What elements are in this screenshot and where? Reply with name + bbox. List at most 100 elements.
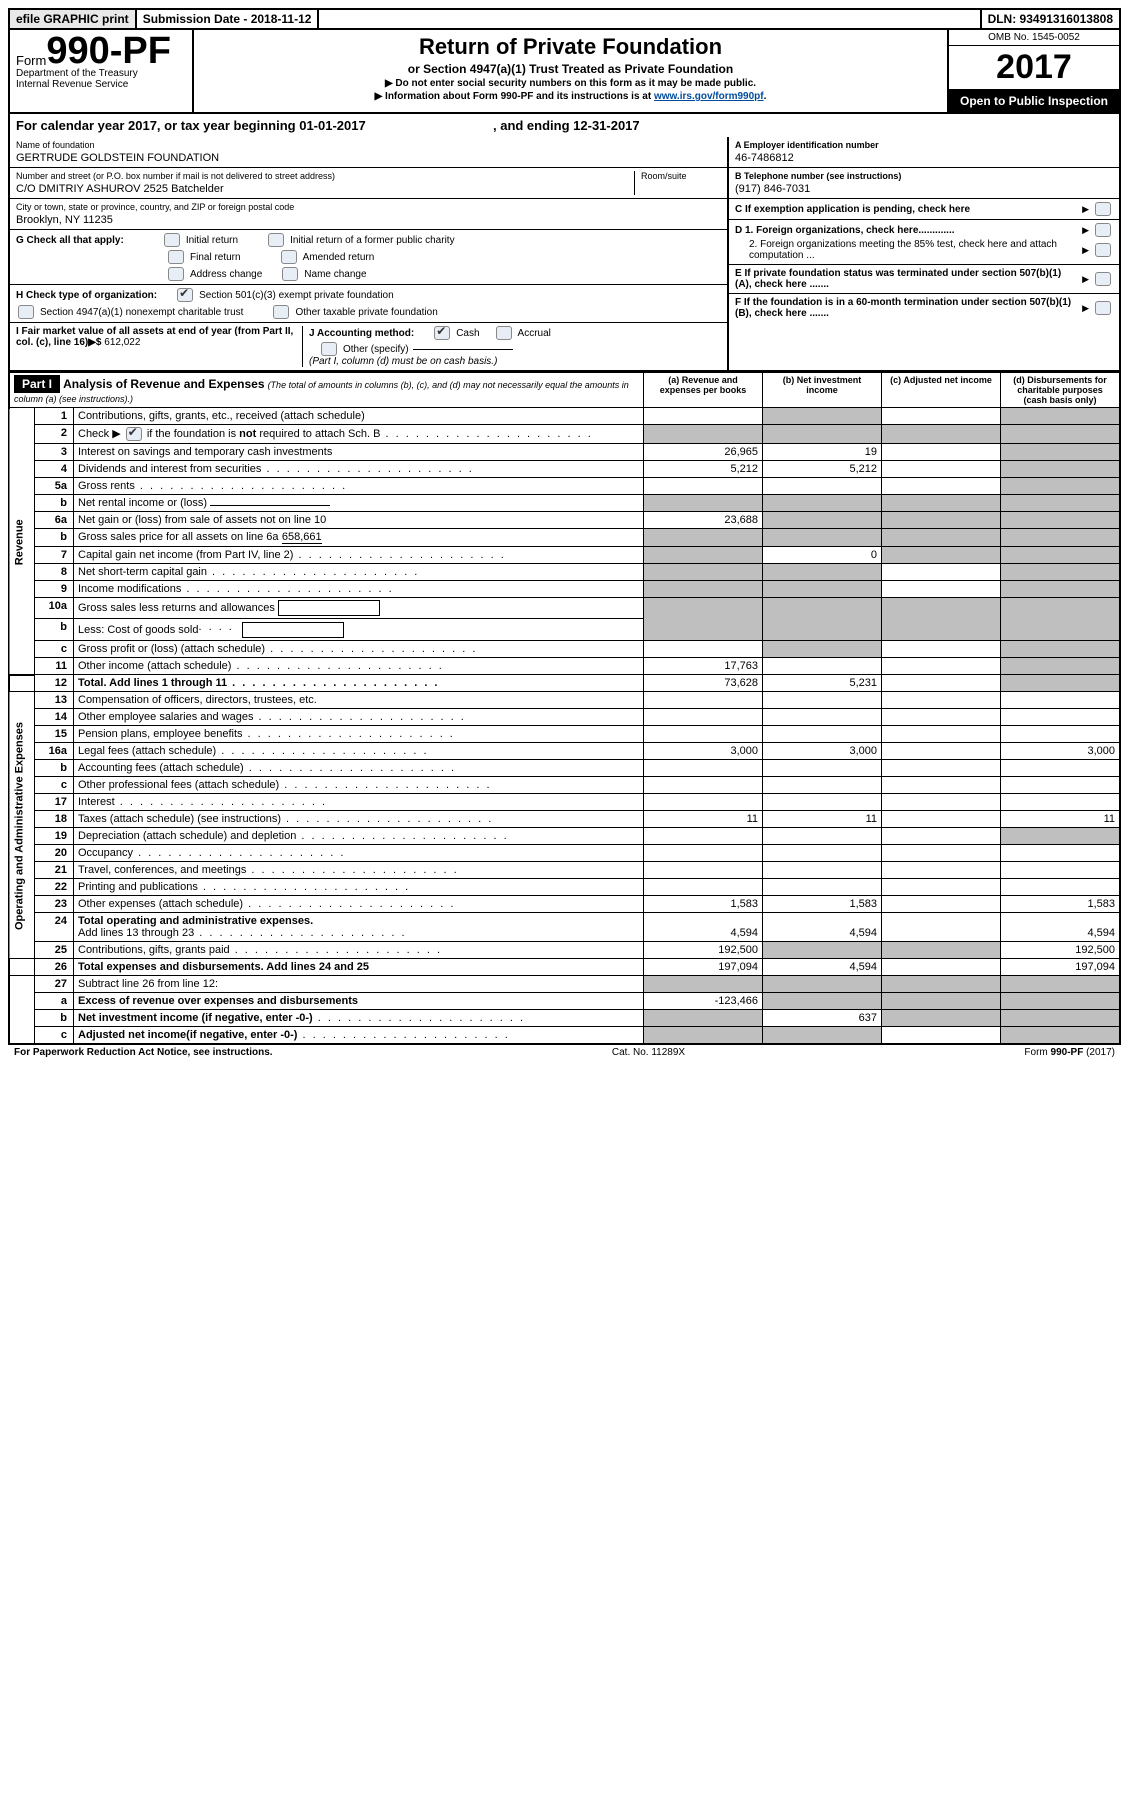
- chk-60month[interactable]: [1095, 301, 1111, 315]
- ln-7: 7: [35, 547, 74, 564]
- form-header: Form 990-PF Department of the Treasury I…: [8, 30, 1121, 114]
- row-16b-desc: Accounting fees (attach schedule): [74, 760, 644, 777]
- arrow-icon: [1080, 274, 1089, 285]
- row-24-d: 4,594: [1001, 913, 1121, 942]
- ln-11: 11: [35, 658, 74, 675]
- row-24-b: 4,594: [763, 913, 882, 942]
- chk-other-method[interactable]: [321, 342, 337, 356]
- form-title: Return of Private Foundation: [202, 34, 939, 60]
- chk-cash[interactable]: [434, 326, 450, 340]
- ln-15: 15: [35, 726, 74, 743]
- row-1-desc: Contributions, gifts, grants, etc., rece…: [74, 408, 644, 425]
- ln-27a: a: [35, 993, 74, 1010]
- ln-14: 14: [35, 709, 74, 726]
- revenue-side-label: Revenue: [9, 408, 35, 675]
- h-label: H Check type of organization:: [16, 290, 157, 301]
- ln-10c: c: [35, 641, 74, 658]
- row-3-b: 19: [763, 444, 882, 461]
- row-4-desc: Dividends and interest from securities: [74, 461, 644, 478]
- irs-link[interactable]: www.irs.gov/form990pf: [654, 91, 764, 102]
- arrow-icon: [1080, 245, 1089, 256]
- row-12-a: 73,628: [644, 675, 763, 692]
- chk-initial-former[interactable]: [268, 233, 284, 247]
- row-26-a: 197,094: [644, 959, 763, 976]
- row-7-b: 0: [763, 547, 882, 564]
- ln-18: 18: [35, 811, 74, 828]
- row-25-a: 192,500: [644, 942, 763, 959]
- addr-label: Number and street (or P.O. box number if…: [16, 171, 628, 181]
- info-line: ▶ Information about Form 990-PF and its …: [202, 91, 939, 102]
- expenses-side-label: Operating and Administrative Expenses: [9, 692, 35, 959]
- row-23-a: 1,583: [644, 896, 763, 913]
- chk-terminated[interactable]: [1095, 272, 1111, 286]
- row-27c-desc: Adjusted net income(if negative, enter -…: [74, 1027, 644, 1045]
- form-subtitle: or Section 4947(a)(1) Trust Treated as P…: [202, 62, 939, 76]
- opt-name-change: Name change: [304, 269, 366, 280]
- c-label: C If exemption application is pending, c…: [735, 204, 1076, 215]
- ln-20: 20: [35, 845, 74, 862]
- tax-year: 2017: [949, 46, 1119, 90]
- page-footer: For Paperwork Reduction Act Notice, see …: [8, 1045, 1121, 1060]
- row-17-desc: Interest: [74, 794, 644, 811]
- arrow-icon: [1080, 303, 1089, 314]
- ln-4: 4: [35, 461, 74, 478]
- row-27-desc: Subtract line 26 from line 12:: [74, 976, 644, 993]
- row-27b-desc: Net investment income (if negative, ente…: [74, 1010, 644, 1027]
- ln-27b: b: [35, 1010, 74, 1027]
- row-16a-b: 3,000: [763, 743, 882, 760]
- row-16a-desc: Legal fees (attach schedule): [74, 743, 644, 760]
- chk-name-change[interactable]: [282, 267, 298, 281]
- row-13-desc: Compensation of officers, directors, tru…: [74, 692, 644, 709]
- chk-accrual[interactable]: [496, 326, 512, 340]
- g-label: G Check all that apply:: [16, 235, 124, 246]
- ln-27c: c: [35, 1027, 74, 1045]
- cat-no: Cat. No. 11289X: [612, 1047, 685, 1058]
- opt-address-change: Address change: [190, 269, 262, 280]
- row-10a-desc: Gross sales less returns and allowances: [74, 598, 644, 619]
- ln-19: 19: [35, 828, 74, 845]
- f-label: F If the foundation is in a 60-month ter…: [735, 297, 1076, 319]
- chk-4947[interactable]: [18, 305, 34, 319]
- chk-85pct[interactable]: [1095, 243, 1111, 257]
- arrow-icon: [1080, 225, 1089, 236]
- row-10c-desc: Gross profit or (loss) (attach schedule): [74, 641, 644, 658]
- ln-2: 2: [35, 425, 74, 444]
- chk-sch-b[interactable]: [126, 427, 142, 441]
- ln-6b: b: [35, 529, 74, 547]
- row-10b-desc: Less: Cost of goods sold: [74, 619, 644, 641]
- opt-initial-former: Initial return of a former public charit…: [290, 235, 455, 246]
- i-label: I Fair market value of all assets at end…: [16, 326, 293, 348]
- chk-final-return[interactable]: [168, 250, 184, 264]
- chk-other-taxable[interactable]: [273, 305, 289, 319]
- ln-10b: b: [35, 619, 74, 641]
- row-5a-desc: Gross rents: [74, 478, 644, 495]
- row-16a-a: 3,000: [644, 743, 763, 760]
- part1-label: Part I: [14, 375, 60, 393]
- row-9-desc: Income modifications: [74, 581, 644, 598]
- row-7-desc: Capital gain net income (from Part IV, l…: [74, 547, 644, 564]
- chk-501c3[interactable]: [177, 288, 193, 302]
- irs-label: Internal Revenue Service: [16, 79, 186, 90]
- ln-10a: 10a: [35, 598, 74, 619]
- ln-27: 27: [35, 976, 74, 993]
- header-center: Return of Private Foundation or Section …: [194, 30, 947, 112]
- row-24-desc: Total operating and administrative expen…: [74, 913, 644, 942]
- row-20-desc: Occupancy: [74, 845, 644, 862]
- chk-exemption-pending[interactable]: [1095, 202, 1111, 216]
- header-left: Form 990-PF Department of the Treasury I…: [10, 30, 194, 112]
- row-19-desc: Depreciation (attach schedule) and deple…: [74, 828, 644, 845]
- ln-9: 9: [35, 581, 74, 598]
- chk-initial-return[interactable]: [164, 233, 180, 247]
- ln-16b: b: [35, 760, 74, 777]
- row-16a-d: 3,000: [1001, 743, 1121, 760]
- opt-4947: Section 4947(a)(1) nonexempt charitable …: [40, 307, 243, 318]
- chk-foreign-org[interactable]: [1095, 223, 1111, 237]
- header-right: OMB No. 1545-0052 2017 Open to Public In…: [947, 30, 1119, 112]
- efile-print-btn[interactable]: efile GRAPHIC print: [10, 10, 137, 28]
- opt-501c3: Section 501(c)(3) exempt private foundat…: [199, 290, 394, 301]
- chk-address-change[interactable]: [168, 267, 184, 281]
- spacer: [319, 10, 981, 28]
- ln-5b: b: [35, 495, 74, 512]
- chk-amended[interactable]: [281, 250, 297, 264]
- ln-17: 17: [35, 794, 74, 811]
